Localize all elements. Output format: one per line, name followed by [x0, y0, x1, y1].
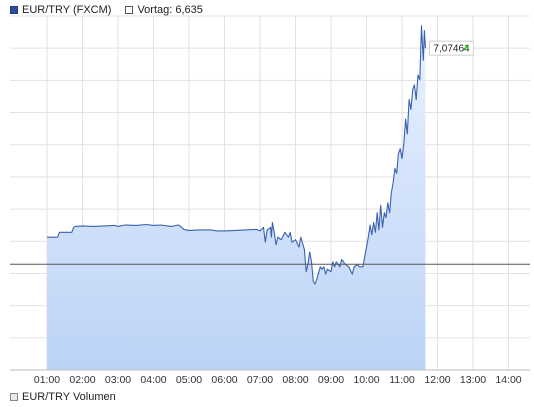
up-arrow-icon [462, 44, 469, 52]
x-tick-label: 08:00 [282, 374, 308, 386]
prev-swatch-icon [125, 6, 134, 14]
x-tick-label: 07:00 [247, 374, 273, 386]
x-tick-label: 02:00 [69, 374, 95, 386]
volume-legend[interactable]: EUR/TRY Volumen [10, 390, 116, 404]
volume-swatch-icon [10, 393, 18, 401]
x-tick-label: 14:00 [495, 374, 521, 386]
x-tick-label: 13:00 [460, 374, 486, 386]
x-tick-label: 03:00 [105, 374, 131, 386]
series-swatch-icon [10, 6, 18, 14]
volume-label: EUR/TRY Volumen [22, 391, 116, 403]
last-value-label: 7,07464 [433, 44, 470, 55]
legend-item-series[interactable]: EUR/TRY (FXCM) [10, 4, 111, 16]
legend-prev-label: Vortag: 6,635 [137, 4, 203, 16]
x-tick-label: 10:00 [353, 374, 379, 386]
x-tick-label: 09:00 [318, 374, 344, 386]
last-value-box [428, 40, 474, 56]
legend-item-prev[interactable]: Vortag: 6,635 [125, 4, 203, 16]
x-tick-label: 04:00 [140, 374, 166, 386]
x-tick-label: 01:00 [34, 374, 60, 386]
series-area [47, 25, 426, 371]
x-tick-label: 12:00 [424, 374, 450, 386]
x-tick-label: 06:00 [211, 374, 237, 386]
legend-series-label: EUR/TRY (FXCM) [22, 4, 112, 16]
chart-legend: EUR/TRY (FXCM) Vortag: 6,635 [10, 3, 203, 17]
x-tick-label: 05:00 [176, 374, 202, 386]
series-line [47, 25, 426, 285]
x-tick-label: 11:00 [389, 374, 415, 386]
